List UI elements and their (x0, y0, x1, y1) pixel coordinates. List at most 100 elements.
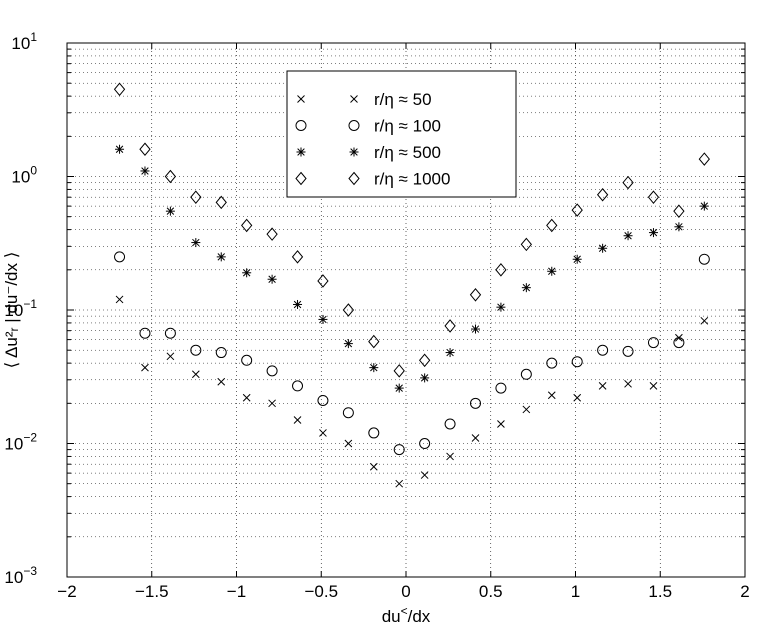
legend-label: r/η ≈ 1000 (374, 170, 450, 189)
x-axis-label: du</dx (382, 604, 431, 626)
point-x (344, 439, 353, 448)
point-star (572, 254, 582, 264)
point-diamond (190, 190, 202, 204)
point-circle (292, 380, 304, 392)
point-x (547, 391, 556, 400)
point-circle (469, 397, 481, 409)
point-diamond (571, 203, 583, 217)
point-star (191, 238, 201, 248)
point-x (497, 420, 505, 428)
point-diamond (113, 82, 126, 97)
point-x (319, 429, 327, 437)
axis-ticks (66, 43, 746, 578)
point-star (242, 268, 252, 278)
point-x (649, 382, 658, 390)
point-star (699, 201, 709, 211)
point-x (242, 393, 251, 402)
point-diamond (495, 263, 507, 277)
point-circle (164, 327, 176, 339)
legend-marker-star (349, 147, 359, 157)
point-x (217, 377, 226, 386)
x-tick-label: −1 (227, 582, 246, 601)
point-circle (139, 327, 151, 339)
point-circle (546, 357, 558, 369)
point-diamond (418, 353, 431, 368)
point-x (293, 416, 302, 424)
point-star (140, 166, 150, 176)
x-tick-label: 0 (401, 582, 410, 601)
point-star (445, 348, 455, 358)
point-star (216, 252, 226, 262)
point-diamond (622, 175, 634, 190)
point-diamond (393, 364, 405, 378)
x-tick-label: 0.5 (479, 582, 503, 601)
point-diamond (215, 195, 227, 210)
legend-marker-circle (295, 120, 307, 131)
point-star (343, 339, 353, 349)
point-star (318, 314, 328, 324)
point-x (624, 379, 632, 388)
legend-marker-diamond (295, 171, 307, 186)
point-x (191, 370, 200, 379)
point-x (166, 352, 175, 361)
legend-marker-x (350, 95, 358, 103)
point-circle (698, 253, 710, 265)
y-tick-label: 10−3 (4, 564, 37, 587)
point-circle (317, 394, 329, 406)
x-tick-label: 1.5 (648, 582, 672, 601)
legend-marker-diamond (348, 171, 360, 186)
legend-box (286, 70, 517, 198)
point-star (598, 243, 608, 253)
point-circle (647, 337, 659, 349)
point-circle (597, 344, 609, 356)
point-diamond (596, 187, 609, 202)
point-x (598, 382, 607, 390)
point-x (268, 399, 276, 408)
point-x (446, 452, 454, 461)
point-circle (444, 418, 456, 430)
point-diamond (139, 142, 151, 157)
point-circle (368, 427, 380, 439)
point-circle (393, 444, 405, 456)
x-tick-label: −1.5 (135, 582, 169, 601)
y-axis-label: ⟨ Δu²ᵣ | du⁻/dx ⟩ (2, 252, 21, 369)
point-circle (215, 347, 227, 359)
x-tick-label: 1 (571, 582, 580, 601)
y-tick-label: 10−2 (4, 431, 37, 454)
point-diamond (368, 334, 380, 349)
point-circle (622, 345, 634, 357)
y-tick-label: 10−1 (4, 297, 37, 320)
grid-lines (67, 43, 745, 577)
y-tick-label: 101 (11, 30, 37, 53)
legend-marker-circle (348, 120, 360, 131)
y-tick-labels: 10−3 10−2 10−1 100 101 (4, 30, 37, 587)
point-diamond (469, 288, 482, 302)
x-tick-label: 2 (740, 582, 749, 601)
x-tick-label: −2 (57, 582, 76, 601)
point-star (420, 373, 430, 383)
point-circle (342, 407, 354, 419)
point-x (573, 393, 582, 402)
point-circle (266, 365, 278, 377)
point-x (395, 479, 404, 488)
point-diamond (241, 218, 253, 233)
point-star (394, 383, 404, 393)
point-star (267, 274, 277, 284)
point-circle (571, 356, 583, 368)
point-star (470, 324, 480, 334)
point-x (420, 471, 429, 479)
point-circle (114, 251, 126, 263)
point-circle (241, 354, 253, 366)
data-points (113, 82, 710, 488)
point-x (115, 295, 124, 304)
point-star (369, 363, 379, 373)
point-diamond (673, 204, 685, 218)
point-diamond (266, 227, 278, 241)
point-x (141, 363, 149, 372)
point-star (165, 206, 175, 216)
y-tick-label: 100 (11, 164, 37, 187)
legend-marker-x (297, 95, 305, 103)
legend-marker-star (296, 147, 306, 157)
point-diamond (291, 250, 304, 264)
